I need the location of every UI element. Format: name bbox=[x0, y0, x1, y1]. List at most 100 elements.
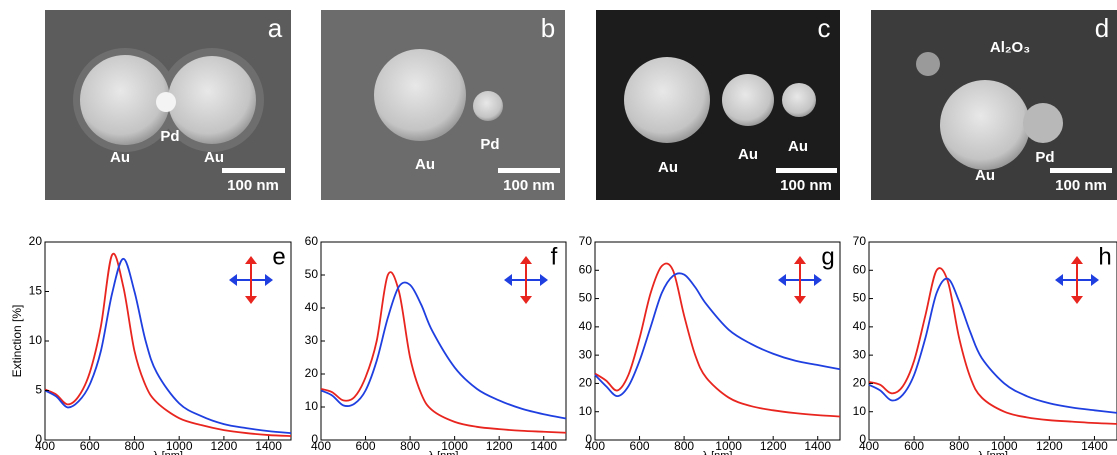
x-tick-label: 1200 bbox=[760, 439, 787, 453]
x-tick-label: 1400 bbox=[255, 439, 282, 453]
panel-letter: e bbox=[272, 243, 285, 270]
y-tick-label: 20 bbox=[579, 376, 593, 390]
y-tick-label: 0 bbox=[311, 432, 318, 446]
sem-image-c: Au Au Au c 100 nm bbox=[596, 10, 840, 200]
x-tick-label: 1000 bbox=[166, 439, 193, 453]
x-tick-label: 600 bbox=[904, 439, 924, 453]
x-tick-label: 400 bbox=[35, 439, 55, 453]
series-line bbox=[44, 257, 292, 434]
chart: 0 5 10 15 20 400 600 800 1000 1200 1400 e λ [nm] Exti… bbox=[10, 234, 292, 455]
y-tick-label: 60 bbox=[579, 262, 593, 276]
y-axis-label: Extinction [%] bbox=[10, 305, 24, 378]
y-tick-label: 30 bbox=[853, 347, 867, 361]
image-label: Au bbox=[975, 167, 995, 184]
series-line bbox=[868, 267, 1117, 425]
y-tick-label: 30 bbox=[579, 347, 593, 361]
y-tick-label: 20 bbox=[853, 376, 867, 390]
x-tick-label: 800 bbox=[674, 439, 694, 453]
y-tick-label: 0 bbox=[585, 432, 592, 446]
x-tick-label: 1400 bbox=[530, 439, 557, 453]
x-tick-label: 1000 bbox=[441, 439, 468, 453]
image-label: Au bbox=[110, 149, 130, 166]
series-line bbox=[868, 277, 1117, 414]
y-tick-label: 40 bbox=[305, 300, 319, 314]
image-label: Pd bbox=[480, 136, 499, 153]
panel-letter: a bbox=[268, 13, 283, 43]
x-tick-label: 600 bbox=[630, 439, 650, 453]
x-tick-label: 1200 bbox=[211, 439, 238, 453]
x-tick-label: 1000 bbox=[715, 439, 742, 453]
y-tick-label: 50 bbox=[579, 291, 593, 305]
y-tick-label: 0 bbox=[35, 432, 42, 446]
y-tick-label: 70 bbox=[579, 234, 593, 248]
panel-letter: f bbox=[551, 243, 558, 270]
panel-letter: d bbox=[1095, 13, 1109, 43]
chart: 0 10 20 30 40 50 60 70 400 600 800 1000 1200 1400 h λ [… bbox=[853, 234, 1117, 455]
x-tick-label: 400 bbox=[311, 439, 331, 453]
y-tick-label: 10 bbox=[305, 399, 319, 413]
x-tick-label: 1000 bbox=[991, 439, 1018, 453]
x-tick-label: 400 bbox=[585, 439, 605, 453]
y-tick-label: 50 bbox=[305, 267, 319, 281]
y-tick-label: 15 bbox=[29, 284, 43, 298]
y-tick-label: 10 bbox=[853, 404, 867, 418]
y-tick-label: 20 bbox=[29, 234, 43, 248]
x-tick-label: 600 bbox=[356, 439, 376, 453]
plot-area bbox=[594, 241, 841, 441]
x-tick-label: 1200 bbox=[1036, 439, 1063, 453]
plot-area bbox=[44, 241, 292, 441]
x-axis-label: λ [nm] bbox=[153, 450, 183, 455]
series-line bbox=[594, 262, 841, 418]
sem-image-a: Au Pd Au a 100 nm bbox=[45, 10, 291, 200]
y-tick-label: 30 bbox=[305, 333, 319, 347]
image-label: Au bbox=[415, 156, 435, 173]
scale-bar-label: 100 nm bbox=[1055, 177, 1107, 194]
y-tick-label: 20 bbox=[305, 366, 319, 380]
image-label: Pd bbox=[160, 128, 179, 145]
x-tick-label: 800 bbox=[400, 439, 420, 453]
image-label: Au bbox=[738, 146, 758, 163]
scale-bar-label: 100 nm bbox=[227, 177, 279, 194]
x-tick-label: 1400 bbox=[1081, 439, 1108, 453]
y-tick-label: 40 bbox=[853, 319, 867, 333]
chart: 0 10 20 30 40 50 60 400 600 800 1000 1200 1400 f λ [nm… bbox=[305, 234, 567, 455]
x-tick-label: 400 bbox=[859, 439, 879, 453]
x-tick-label: 1400 bbox=[804, 439, 831, 453]
plot-area bbox=[868, 241, 1117, 441]
y-tick-label: 70 bbox=[853, 234, 867, 248]
y-tick-label: 60 bbox=[305, 234, 319, 248]
x-tick-label: 800 bbox=[949, 439, 969, 453]
y-tick-label: 5 bbox=[35, 383, 42, 397]
y-tick-label: 10 bbox=[579, 404, 593, 418]
image-label: Al₂O₃ bbox=[990, 39, 1030, 56]
y-tick-label: 10 bbox=[29, 333, 43, 347]
scale-bar-label: 100 nm bbox=[780, 177, 832, 194]
panel-letter: g bbox=[821, 243, 834, 270]
panel-letter: h bbox=[1098, 243, 1111, 270]
image-label: Pd bbox=[1035, 149, 1054, 166]
series-line bbox=[44, 252, 292, 437]
sem-image-b: Au Pd b 100 nm bbox=[321, 10, 565, 200]
x-tick-label: 1200 bbox=[486, 439, 513, 453]
image-label: Au bbox=[204, 149, 224, 166]
x-tick-label: 800 bbox=[124, 439, 144, 453]
image-label: Au bbox=[658, 159, 678, 176]
x-tick-label: 600 bbox=[80, 439, 100, 453]
y-tick-label: 50 bbox=[853, 291, 867, 305]
y-tick-label: 0 bbox=[859, 432, 866, 446]
x-axis-label: λ [nm] bbox=[978, 450, 1008, 455]
series-line bbox=[594, 272, 841, 398]
image-label: Au bbox=[788, 138, 808, 155]
series-line bbox=[320, 271, 567, 434]
x-axis-label: λ [nm] bbox=[429, 450, 459, 455]
scale-bar-label: 100 nm bbox=[503, 177, 555, 194]
y-tick-label: 60 bbox=[853, 262, 867, 276]
y-tick-label: 40 bbox=[579, 319, 593, 333]
sem-image-d: Al₂O₃ Pd Au d 100 nm bbox=[871, 10, 1117, 200]
panel-letter: b bbox=[541, 13, 555, 43]
x-axis-label: λ [nm] bbox=[703, 450, 733, 455]
panel-letter: c bbox=[818, 13, 831, 43]
chart: 0 10 20 30 40 50 60 70 400 600 800 1000 1200 1400 g λ [… bbox=[579, 234, 841, 455]
